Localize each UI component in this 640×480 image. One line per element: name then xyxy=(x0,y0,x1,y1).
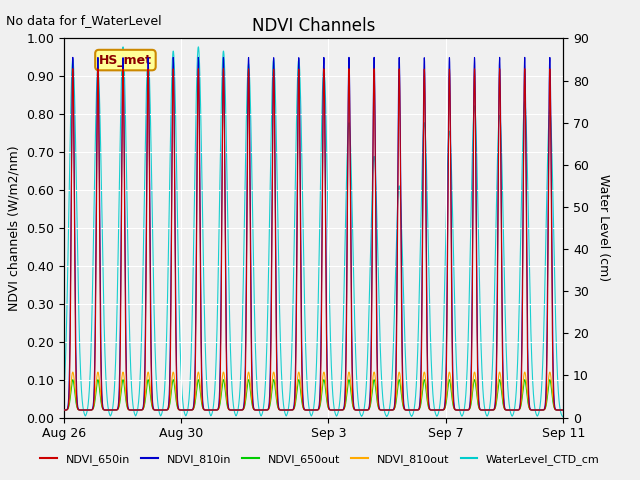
Legend: NDVI_650in, NDVI_810in, NDVI_650out, NDVI_810out, WaterLevel_CTD_cm: NDVI_650in, NDVI_810in, NDVI_650out, NDV… xyxy=(36,450,604,469)
Title: NDVI Channels: NDVI Channels xyxy=(252,17,375,36)
Text: No data for f_WaterLevel: No data for f_WaterLevel xyxy=(6,14,162,27)
Y-axis label: Water Level (cm): Water Level (cm) xyxy=(596,174,610,282)
Y-axis label: NDVI channels (W/m2/nm): NDVI channels (W/m2/nm) xyxy=(8,145,20,311)
Text: HS_met: HS_met xyxy=(99,54,152,67)
